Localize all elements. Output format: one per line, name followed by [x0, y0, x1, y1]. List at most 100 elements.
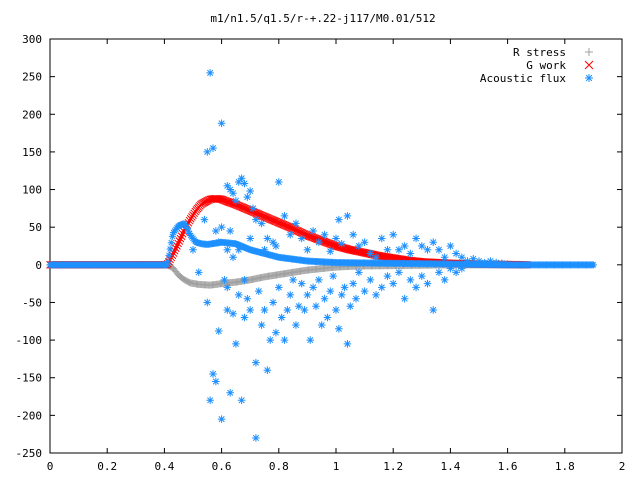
data-point — [360, 238, 369, 247]
data-point — [186, 230, 194, 238]
data-point — [309, 283, 317, 292]
data-point — [212, 227, 220, 235]
data-point — [395, 245, 403, 254]
data-point — [176, 234, 185, 243]
data-point — [412, 283, 420, 292]
data-point — [214, 327, 223, 335]
x-tick-label: 1.2 — [383, 460, 403, 473]
data-point — [243, 294, 252, 303]
data-point — [200, 215, 209, 224]
data-point — [234, 245, 243, 254]
chart-title: m1/n1.5/q1.5/r-+.22-j117/M0.01/512 — [210, 12, 435, 25]
data-point — [175, 237, 184, 245]
data-point — [217, 119, 226, 128]
series-acoustic-flux — [46, 69, 597, 442]
data-point — [166, 245, 174, 253]
data-point — [257, 321, 266, 329]
data-point — [412, 234, 420, 243]
data-point — [260, 306, 269, 314]
data-point — [349, 279, 357, 288]
data-point — [223, 306, 232, 314]
y-tick-label: 250 — [22, 71, 42, 84]
data-point — [203, 298, 212, 307]
data-point — [366, 249, 375, 258]
data-point — [237, 174, 246, 183]
data-point — [167, 239, 175, 247]
data-point — [181, 220, 189, 228]
data-point — [220, 276, 229, 284]
legend-label: R stress — [513, 46, 566, 59]
data-point — [480, 258, 489, 267]
data-point — [212, 377, 220, 386]
data-point — [189, 245, 197, 254]
x-tick-label: 0.8 — [269, 460, 289, 473]
data-point — [209, 144, 217, 152]
data-point — [332, 306, 340, 314]
data-point — [317, 321, 326, 329]
data-point — [440, 253, 449, 262]
data-point — [243, 193, 252, 201]
data-point — [184, 227, 192, 235]
data-point — [309, 227, 317, 235]
data-point — [266, 336, 275, 344]
data-point — [315, 276, 323, 284]
data-point — [320, 294, 329, 303]
data-point — [372, 253, 380, 262]
data-point — [337, 239, 346, 248]
x-tick-label: 1.8 — [555, 460, 575, 473]
data-point — [246, 187, 254, 195]
data-point — [229, 189, 237, 198]
data-point — [260, 245, 269, 254]
data-point — [170, 246, 179, 255]
data-point — [320, 230, 329, 239]
data-point — [406, 276, 415, 284]
data-point — [206, 69, 214, 77]
data-point — [277, 313, 286, 322]
data-point — [440, 276, 449, 284]
data-point — [292, 219, 300, 228]
axis-ticks: 0 0.2 0.4 0.6 0.8 1 1.2 1.4 1.6 1.8 2 300 250 200 150 1… — [16, 33, 626, 473]
data-point — [323, 313, 332, 322]
data-point — [469, 254, 478, 263]
y-tick-label: 150 — [22, 146, 42, 159]
legend-marker — [585, 48, 593, 56]
data-point — [280, 212, 289, 220]
data-point — [272, 242, 280, 250]
data-point — [280, 336, 289, 344]
data-point — [303, 245, 312, 254]
data-point — [475, 257, 483, 265]
data-point — [234, 178, 243, 186]
y-tick-label: 0 — [35, 259, 42, 272]
data-point — [269, 298, 277, 307]
data-point — [263, 234, 272, 243]
data-point — [226, 185, 234, 194]
data-point — [312, 302, 320, 311]
data-point — [326, 287, 335, 295]
data-point — [283, 306, 292, 314]
data-point — [340, 283, 349, 292]
data-point — [349, 230, 357, 239]
data-point — [286, 230, 295, 239]
data-point — [335, 325, 343, 333]
data-point — [343, 212, 352, 220]
x-tick-label: 0 — [47, 460, 54, 473]
data-point — [383, 245, 392, 254]
data-point — [237, 396, 246, 405]
data-point — [418, 272, 426, 280]
data-point — [275, 283, 283, 292]
data-point — [372, 291, 380, 299]
data-point — [452, 268, 460, 277]
data-point — [272, 328, 280, 337]
data-point — [423, 245, 432, 254]
data-point — [275, 178, 283, 186]
y-tick-label: -200 — [16, 409, 43, 422]
y-tick-label: 300 — [22, 33, 42, 46]
data-point — [203, 148, 212, 156]
y-tick-label: -250 — [16, 447, 43, 460]
data-point — [360, 287, 369, 295]
data-point — [315, 238, 323, 247]
x-tick-label: 1.4 — [440, 460, 460, 473]
data-point — [232, 340, 240, 348]
data-point — [246, 306, 254, 314]
data-point — [165, 251, 173, 259]
